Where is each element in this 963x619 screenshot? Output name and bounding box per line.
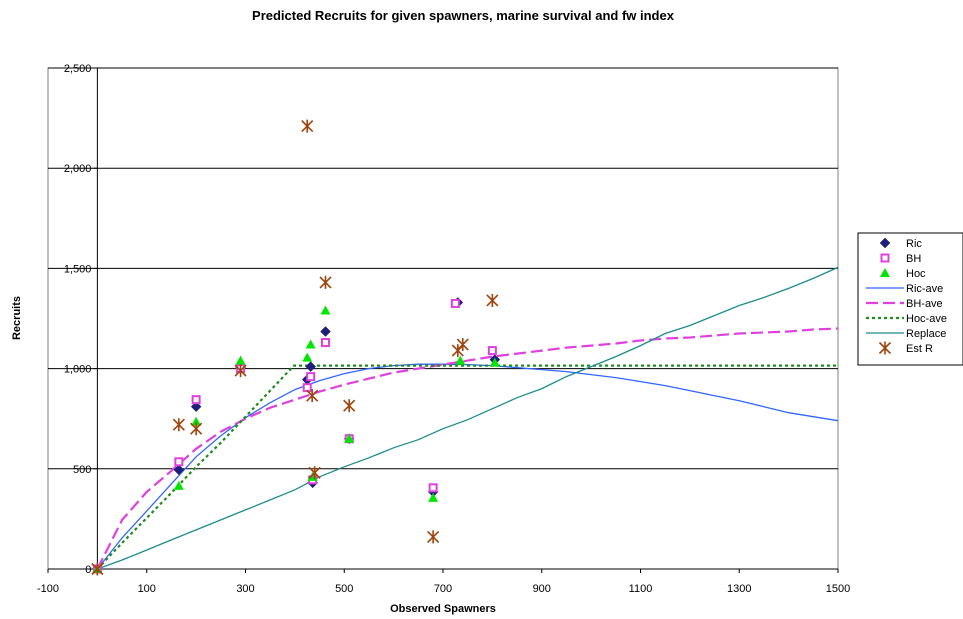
point-bh <box>450 298 460 308</box>
point-est-r <box>343 399 356 413</box>
legend-label-bh: BH <box>906 253 921 265</box>
legend-label-replace: Replace <box>906 328 946 340</box>
x-tick-label: 1100 <box>629 583 653 595</box>
point-bh <box>174 457 184 467</box>
legend-label-est-r: Est R <box>906 343 933 355</box>
point-est-r <box>91 562 104 576</box>
point-bh <box>487 346 497 356</box>
point-bh <box>191 395 201 405</box>
series-line-replace <box>97 266 839 570</box>
point-est-r <box>308 466 321 480</box>
point-est-r <box>319 275 332 289</box>
point-est-r <box>172 418 185 432</box>
point-est-r <box>190 422 203 436</box>
point-bh <box>306 372 316 382</box>
point-est-r <box>306 389 319 403</box>
y-tick-label: 2,000 <box>64 163 92 175</box>
point-ric <box>320 326 331 337</box>
legend-label-hoc: Hoc <box>906 268 926 280</box>
point-est-r <box>486 293 499 307</box>
plot-area <box>47 67 839 570</box>
legend-marker-hoc <box>880 268 890 277</box>
gridlines <box>48 67 838 470</box>
point-ric <box>190 401 202 413</box>
x-tick-label: 1500 <box>826 583 850 595</box>
legend-marker-ric <box>879 237 891 249</box>
legend: Ric BH Hoc Ric-ave BH-ave Hoc-ave Replace Est R <box>857 232 963 366</box>
tick-labels: 0 500 1,000 1,500 2,000 2,500 -100 100 300 500 700… <box>37 63 850 595</box>
point-bh <box>428 483 438 493</box>
chart-title: Predicted Recruits for given spawners, m… <box>252 8 675 23</box>
series-line-hoc-ave <box>96 364 838 570</box>
y-tick-label: 500 <box>73 464 91 476</box>
legend-label-hoc-ave: Hoc-ave <box>906 313 947 325</box>
legend-label-ric-ave: Ric-ave <box>906 283 943 295</box>
axes <box>47 67 839 573</box>
point-hoc <box>320 305 331 315</box>
point-hoc <box>305 339 316 349</box>
x-tick-label: -100 <box>37 583 59 595</box>
legend-label-ric: Ric <box>906 238 922 250</box>
x-tick-label: 1300 <box>727 583 751 595</box>
x-tick-label: 500 <box>335 583 353 595</box>
point-hoc <box>455 355 466 365</box>
legend-marker-est-r <box>878 341 892 355</box>
point-bh <box>320 338 330 348</box>
x-tick-label: 300 <box>236 583 254 595</box>
legend-box <box>857 232 963 366</box>
point-hoc <box>235 355 246 365</box>
point-hoc <box>302 352 313 362</box>
x-tick-label: 100 <box>138 583 156 595</box>
point-hoc <box>428 492 439 502</box>
point-est-r <box>456 338 469 352</box>
point-ric <box>173 464 185 476</box>
point-est-r <box>427 530 440 544</box>
y-tick-label: 0 <box>85 564 91 576</box>
point-est-r <box>234 364 247 378</box>
series-layer <box>91 119 839 576</box>
point-hoc <box>173 480 184 490</box>
y-tick-label: 2,500 <box>64 63 92 75</box>
series-line-bh-ave <box>96 327 839 570</box>
point-hoc <box>191 416 202 426</box>
point-ric <box>305 361 317 372</box>
legend-label-bh-ave: BH-ave <box>906 298 943 310</box>
legend-marker-bh <box>880 253 890 263</box>
y-tick-label: 1,500 <box>64 263 92 275</box>
y-tick-label: 1,000 <box>64 364 92 376</box>
x-tick-label: 700 <box>434 583 452 595</box>
x-axis-title: Observed Spawners <box>390 603 496 615</box>
point-hoc <box>489 357 500 367</box>
x-tick-label: 900 <box>533 583 551 595</box>
point-hoc <box>344 433 355 443</box>
y-axis-title: Recruits <box>11 296 23 340</box>
point-est-r <box>301 119 314 133</box>
